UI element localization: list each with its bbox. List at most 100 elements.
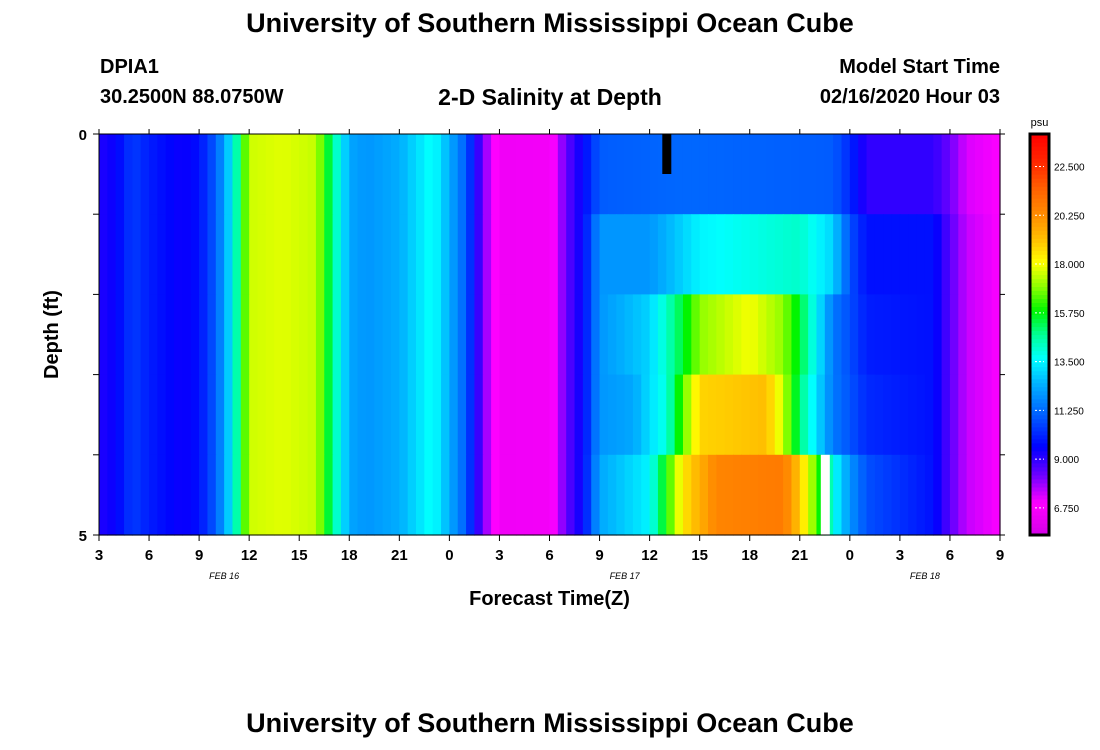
heatmap-cell <box>624 454 634 536</box>
heatmap-cell <box>883 134 893 215</box>
heatmap-cell <box>624 214 634 295</box>
heatmap-cell <box>416 374 425 456</box>
heatmap-cell <box>833 374 843 456</box>
colorbar-segment <box>1030 474 1049 480</box>
heatmap-cell <box>733 214 742 295</box>
heatmap-cell <box>466 454 476 536</box>
heatmap-cell <box>949 134 959 215</box>
heatmap-cell <box>599 374 609 456</box>
heatmap-cell <box>933 294 943 376</box>
heatmap-cell <box>257 374 267 456</box>
heatmap-cell <box>432 214 442 295</box>
colorbar-segment <box>1030 466 1049 472</box>
heatmap-cell <box>833 214 843 295</box>
colorbar-segment <box>1030 410 1049 416</box>
heatmap-cell <box>682 294 692 376</box>
x-tick-label: 21 <box>791 547 808 564</box>
heatmap-cell <box>657 294 667 376</box>
colorbar-segment <box>1030 338 1049 344</box>
heatmap-cell <box>240 134 250 215</box>
heatmap-cell <box>924 454 934 536</box>
colorbar-segment <box>1030 526 1049 532</box>
colorbar-tick-label: 15.750 <box>1054 309 1085 320</box>
heatmap-cell <box>357 134 367 215</box>
heatmap-cell <box>716 294 726 376</box>
heatmap-cell <box>457 134 467 215</box>
heatmap-cell <box>315 374 325 456</box>
heatmap-cell <box>674 374 684 456</box>
colorbar-segment <box>1030 514 1049 520</box>
heatmap-cell <box>365 374 375 456</box>
heatmap-cell <box>199 454 209 536</box>
heatmap-cell <box>607 134 617 215</box>
colorbar-segment <box>1030 378 1049 384</box>
colorbar-segment <box>1030 242 1049 247</box>
heatmap-cell <box>115 294 125 376</box>
heatmap-cell <box>607 374 617 456</box>
heatmap-cell <box>691 214 701 295</box>
heatmap-cell <box>157 294 167 376</box>
heatmap-cell <box>474 454 484 536</box>
heatmap-cell <box>190 374 200 456</box>
heatmap-cell <box>299 134 309 215</box>
heatmap-cell <box>466 134 476 215</box>
colorbar-segment <box>1030 306 1049 312</box>
heatmap-cell <box>708 214 717 295</box>
heatmap-cell <box>265 374 275 456</box>
data-marker <box>820 454 830 535</box>
heatmap-cell <box>207 454 217 536</box>
heatmap-cell <box>466 374 476 456</box>
heatmap-cell <box>549 454 559 536</box>
colorbar-segment <box>1030 490 1049 496</box>
heatmap-cell <box>899 454 909 536</box>
heatmap-cell <box>674 214 684 295</box>
heatmap-cell <box>332 214 342 295</box>
heatmap-cell <box>941 214 951 295</box>
heatmap-cell <box>883 374 893 456</box>
heatmap-cell <box>933 374 943 456</box>
heatmap-cell <box>307 214 317 295</box>
heatmap-cell <box>282 214 292 295</box>
colorbar-segment <box>1030 454 1049 460</box>
colorbar-segment <box>1030 502 1049 508</box>
heatmap-cell <box>274 214 284 295</box>
colorbar-segment <box>1030 446 1049 452</box>
heatmap-cell <box>841 134 851 215</box>
heatmap-cell <box>741 374 751 456</box>
heatmap-cell <box>324 294 334 376</box>
heatmap-cell <box>933 454 943 536</box>
heatmap-cell <box>232 294 242 376</box>
heatmap-cell <box>332 374 342 456</box>
colorbar-segment <box>1030 298 1049 304</box>
colorbar-segment <box>1030 438 1049 444</box>
heatmap-cell <box>441 374 450 456</box>
colorbar-segment <box>1030 330 1049 336</box>
heatmap-cell <box>282 374 292 456</box>
heatmap-cell <box>716 374 726 456</box>
heatmap-cell <box>332 134 342 215</box>
heatmap-cell <box>190 214 200 295</box>
colorbar-segment <box>1030 222 1049 227</box>
heatmap-cell <box>699 214 709 295</box>
heatmap-cell <box>991 294 1001 376</box>
heatmap-cell <box>257 134 267 215</box>
heatmap-cell <box>991 374 1001 456</box>
heatmap-cell <box>824 134 834 215</box>
y-tick-label: 5 <box>79 528 87 545</box>
heatmap-cell <box>299 374 309 456</box>
heatmap-cell <box>257 294 267 376</box>
heatmap-cell <box>299 454 309 536</box>
colorbar-segment <box>1030 246 1049 251</box>
heatmap-cell <box>858 374 868 456</box>
heatmap-cell <box>332 294 342 376</box>
heatmap-cell <box>766 294 776 376</box>
heatmap-cell <box>474 374 484 456</box>
x-tick-label: 6 <box>946 547 954 564</box>
heatmap-cell <box>607 294 617 376</box>
heatmap-cell <box>682 134 692 215</box>
heatmap-cell <box>357 214 367 295</box>
heatmap-cell <box>566 374 576 456</box>
heatmap-cell <box>265 294 275 376</box>
x-tick-label: 6 <box>545 547 553 564</box>
colorbar-segment <box>1030 426 1049 432</box>
